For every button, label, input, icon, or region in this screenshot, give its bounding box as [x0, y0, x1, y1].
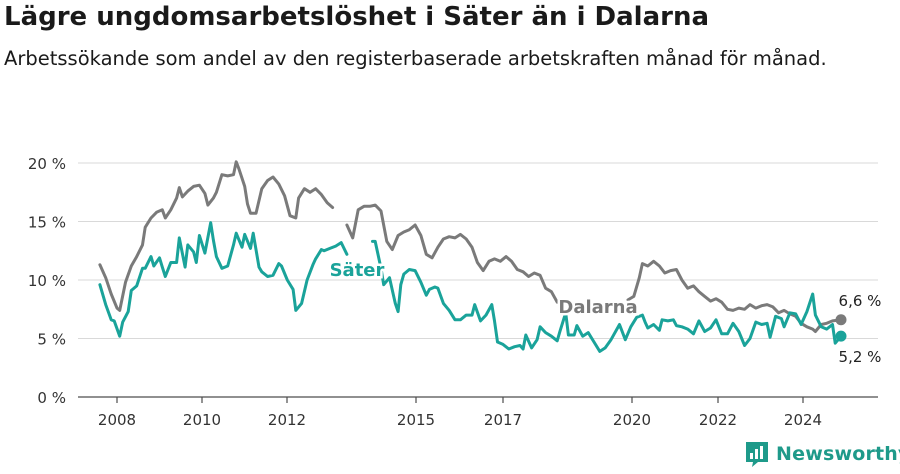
dalarna-end-point — [835, 314, 847, 326]
x-tick-label: 2012 — [268, 411, 306, 429]
newsworthy-logo-icon — [746, 442, 768, 467]
y-tick-label: 0 % — [37, 389, 66, 407]
x-tick-label: 2015 — [397, 411, 435, 429]
x-tick-label: 2008 — [98, 411, 136, 429]
x-tick-label: 2017 — [484, 411, 522, 429]
sater-line — [98, 221, 349, 338]
sater-series-label: Säter — [330, 260, 385, 281]
dalarna-line — [626, 259, 843, 333]
newsworthy-logo: Newsworthy — [744, 440, 900, 468]
sater-end-label: 5,2 % — [839, 348, 882, 366]
gridlines — [78, 162, 878, 398]
y-axis-tick-labels: 0 % 5 % 10 % 15 % 20 % — [28, 155, 66, 407]
brand-name: Newsworthy — [776, 443, 900, 465]
series-annotations: 6,6 % 5,2 % Säter Dalarna — [327, 258, 882, 367]
sater-line — [371, 239, 843, 353]
dalarna-line — [98, 160, 335, 312]
chart-title: Lägre ungdomsarbetslöshet i Säter än i D… — [4, 2, 709, 32]
dalarna-series-label: Dalarna — [558, 297, 637, 318]
chart-subtitle: Arbetssökande som andel av den registerb… — [4, 47, 827, 70]
series-lines — [98, 160, 847, 353]
y-tick-label: 5 % — [37, 331, 66, 349]
y-tick-label: 10 % — [28, 272, 66, 290]
x-tick-label: 2022 — [699, 411, 737, 429]
dalarna-line — [345, 203, 559, 304]
sater-end-point — [835, 330, 847, 342]
x-tick-label: 2010 — [183, 411, 221, 429]
y-tick-label: 15 % — [28, 214, 66, 232]
x-tick-label: 2024 — [784, 411, 822, 429]
y-tick-label: 20 % — [28, 155, 66, 173]
x-axis-ticks: 2008 2010 2012 2015 2017 2020 2022 2024 — [98, 397, 822, 429]
dalarna-end-label: 6,6 % — [839, 292, 882, 310]
x-tick-label: 2020 — [613, 411, 651, 429]
